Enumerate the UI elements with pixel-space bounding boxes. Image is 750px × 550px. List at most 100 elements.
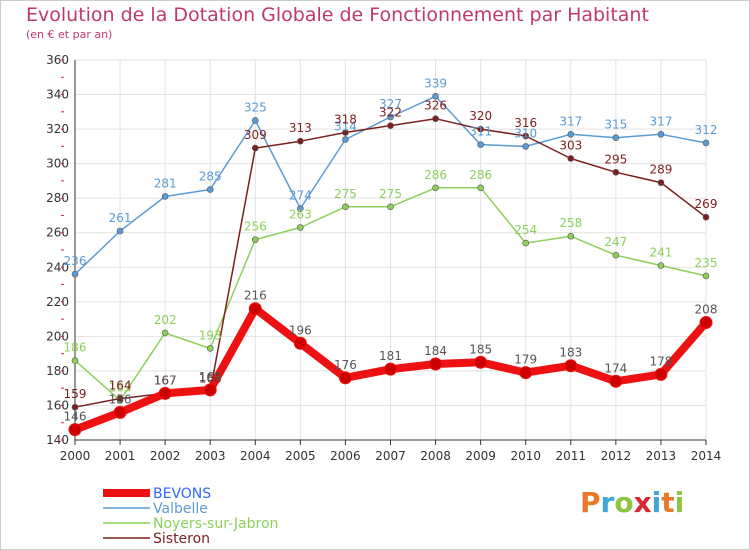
data-label: 295	[604, 152, 627, 166]
y-tick-label: 340	[46, 88, 69, 102]
data-label: 286	[424, 168, 447, 182]
x-tick-label: 2014	[691, 449, 722, 463]
data-label: 179	[514, 353, 537, 367]
data-point	[612, 251, 620, 259]
data-label: 256	[244, 220, 267, 234]
data-point	[297, 205, 304, 212]
data-point	[338, 371, 352, 385]
data-label: 236	[64, 254, 87, 268]
y-tick-label: 160	[46, 398, 69, 412]
data-label: 281	[154, 176, 177, 190]
data-label: 235	[695, 256, 718, 270]
data-label: 254	[514, 223, 537, 237]
x-tick-label: 2005	[285, 449, 316, 463]
data-label: 314	[334, 119, 357, 133]
data-point	[702, 139, 710, 147]
data-point	[113, 405, 127, 419]
data-point	[522, 132, 530, 140]
y-tick-label: 280	[46, 191, 69, 205]
data-label: 325	[244, 100, 267, 114]
data-label: 313	[289, 121, 312, 135]
data-label: 317	[559, 114, 582, 128]
data-label: 312	[695, 123, 718, 137]
logo-letter: t	[661, 486, 675, 519]
data-label: 184	[424, 344, 447, 358]
logo-letter: x	[633, 486, 652, 519]
x-tick-label: 2013	[646, 449, 677, 463]
data-label: 208	[695, 303, 718, 317]
data-label: 320	[469, 109, 492, 123]
data-point	[71, 270, 79, 278]
data-label: 168	[199, 372, 222, 386]
data-label: 176	[334, 358, 357, 372]
data-point	[522, 239, 530, 247]
data-point	[654, 367, 668, 381]
data-label: 164	[109, 379, 132, 393]
data-point	[474, 355, 488, 369]
data-point	[203, 383, 217, 397]
data-point	[251, 236, 259, 243]
data-point	[432, 92, 439, 100]
data-label: 169	[199, 370, 222, 384]
data-label: 156	[109, 392, 132, 406]
data-label: 247	[604, 235, 627, 249]
legend-label: BEVONS	[153, 486, 211, 502]
data-label: 167	[154, 373, 177, 387]
data-point	[612, 134, 620, 142]
data-label: 241	[649, 246, 672, 260]
data-label: 174	[604, 361, 627, 375]
data-point	[161, 329, 169, 337]
data-point	[116, 227, 124, 235]
data-point	[567, 130, 575, 138]
chart-subtitle: (en € et par an)	[26, 28, 113, 41]
x-tick-label: 2012	[601, 449, 632, 463]
y-tick-label: 140	[46, 433, 69, 447]
data-label: 186	[64, 341, 87, 355]
data-point	[293, 336, 307, 350]
data-label: 261	[109, 211, 132, 225]
x-tick-label: 2004	[240, 449, 271, 463]
data-point	[387, 113, 394, 121]
data-point	[206, 186, 214, 193]
data-label: 289	[649, 163, 672, 177]
data-label: 327	[379, 97, 402, 111]
data-point	[702, 213, 710, 221]
data-point	[387, 203, 394, 211]
logo-letter: r	[600, 486, 615, 519]
y-tick-label: 240	[46, 260, 69, 274]
data-label: 167	[154, 373, 177, 387]
data-point	[612, 168, 620, 176]
data-label: 286	[469, 168, 492, 182]
data-label: 163	[109, 380, 132, 394]
data-point	[248, 302, 262, 316]
data-point	[432, 115, 439, 123]
data-point	[297, 137, 304, 145]
data-point	[384, 362, 397, 376]
data-point	[657, 130, 665, 138]
data-point	[158, 386, 172, 400]
data-label: 146	[64, 410, 87, 424]
data-point	[564, 359, 578, 373]
x-tick-label: 2003	[195, 449, 226, 463]
data-label: 196	[289, 323, 312, 337]
data-label: 318	[334, 113, 357, 127]
data-point	[522, 143, 530, 150]
legend-label: Noyers-sur-Jabron	[153, 516, 278, 532]
data-label: 303	[559, 138, 582, 152]
data-label: 316	[514, 116, 537, 130]
data-label: 317	[649, 114, 672, 128]
data-point	[477, 141, 484, 148]
data-point	[477, 184, 484, 192]
y-tick-label: 300	[46, 157, 69, 171]
x-tick-label: 2008	[420, 449, 451, 463]
data-label: 311	[469, 125, 492, 139]
legend-label: Valbelle	[153, 501, 208, 517]
data-label: 216	[244, 289, 267, 303]
y-tick-label: 180	[46, 364, 69, 378]
logo-letter: P	[580, 486, 601, 519]
data-point	[567, 155, 575, 162]
data-point	[206, 345, 214, 352]
data-label: 258	[559, 216, 582, 230]
data-label: 339	[424, 76, 447, 90]
